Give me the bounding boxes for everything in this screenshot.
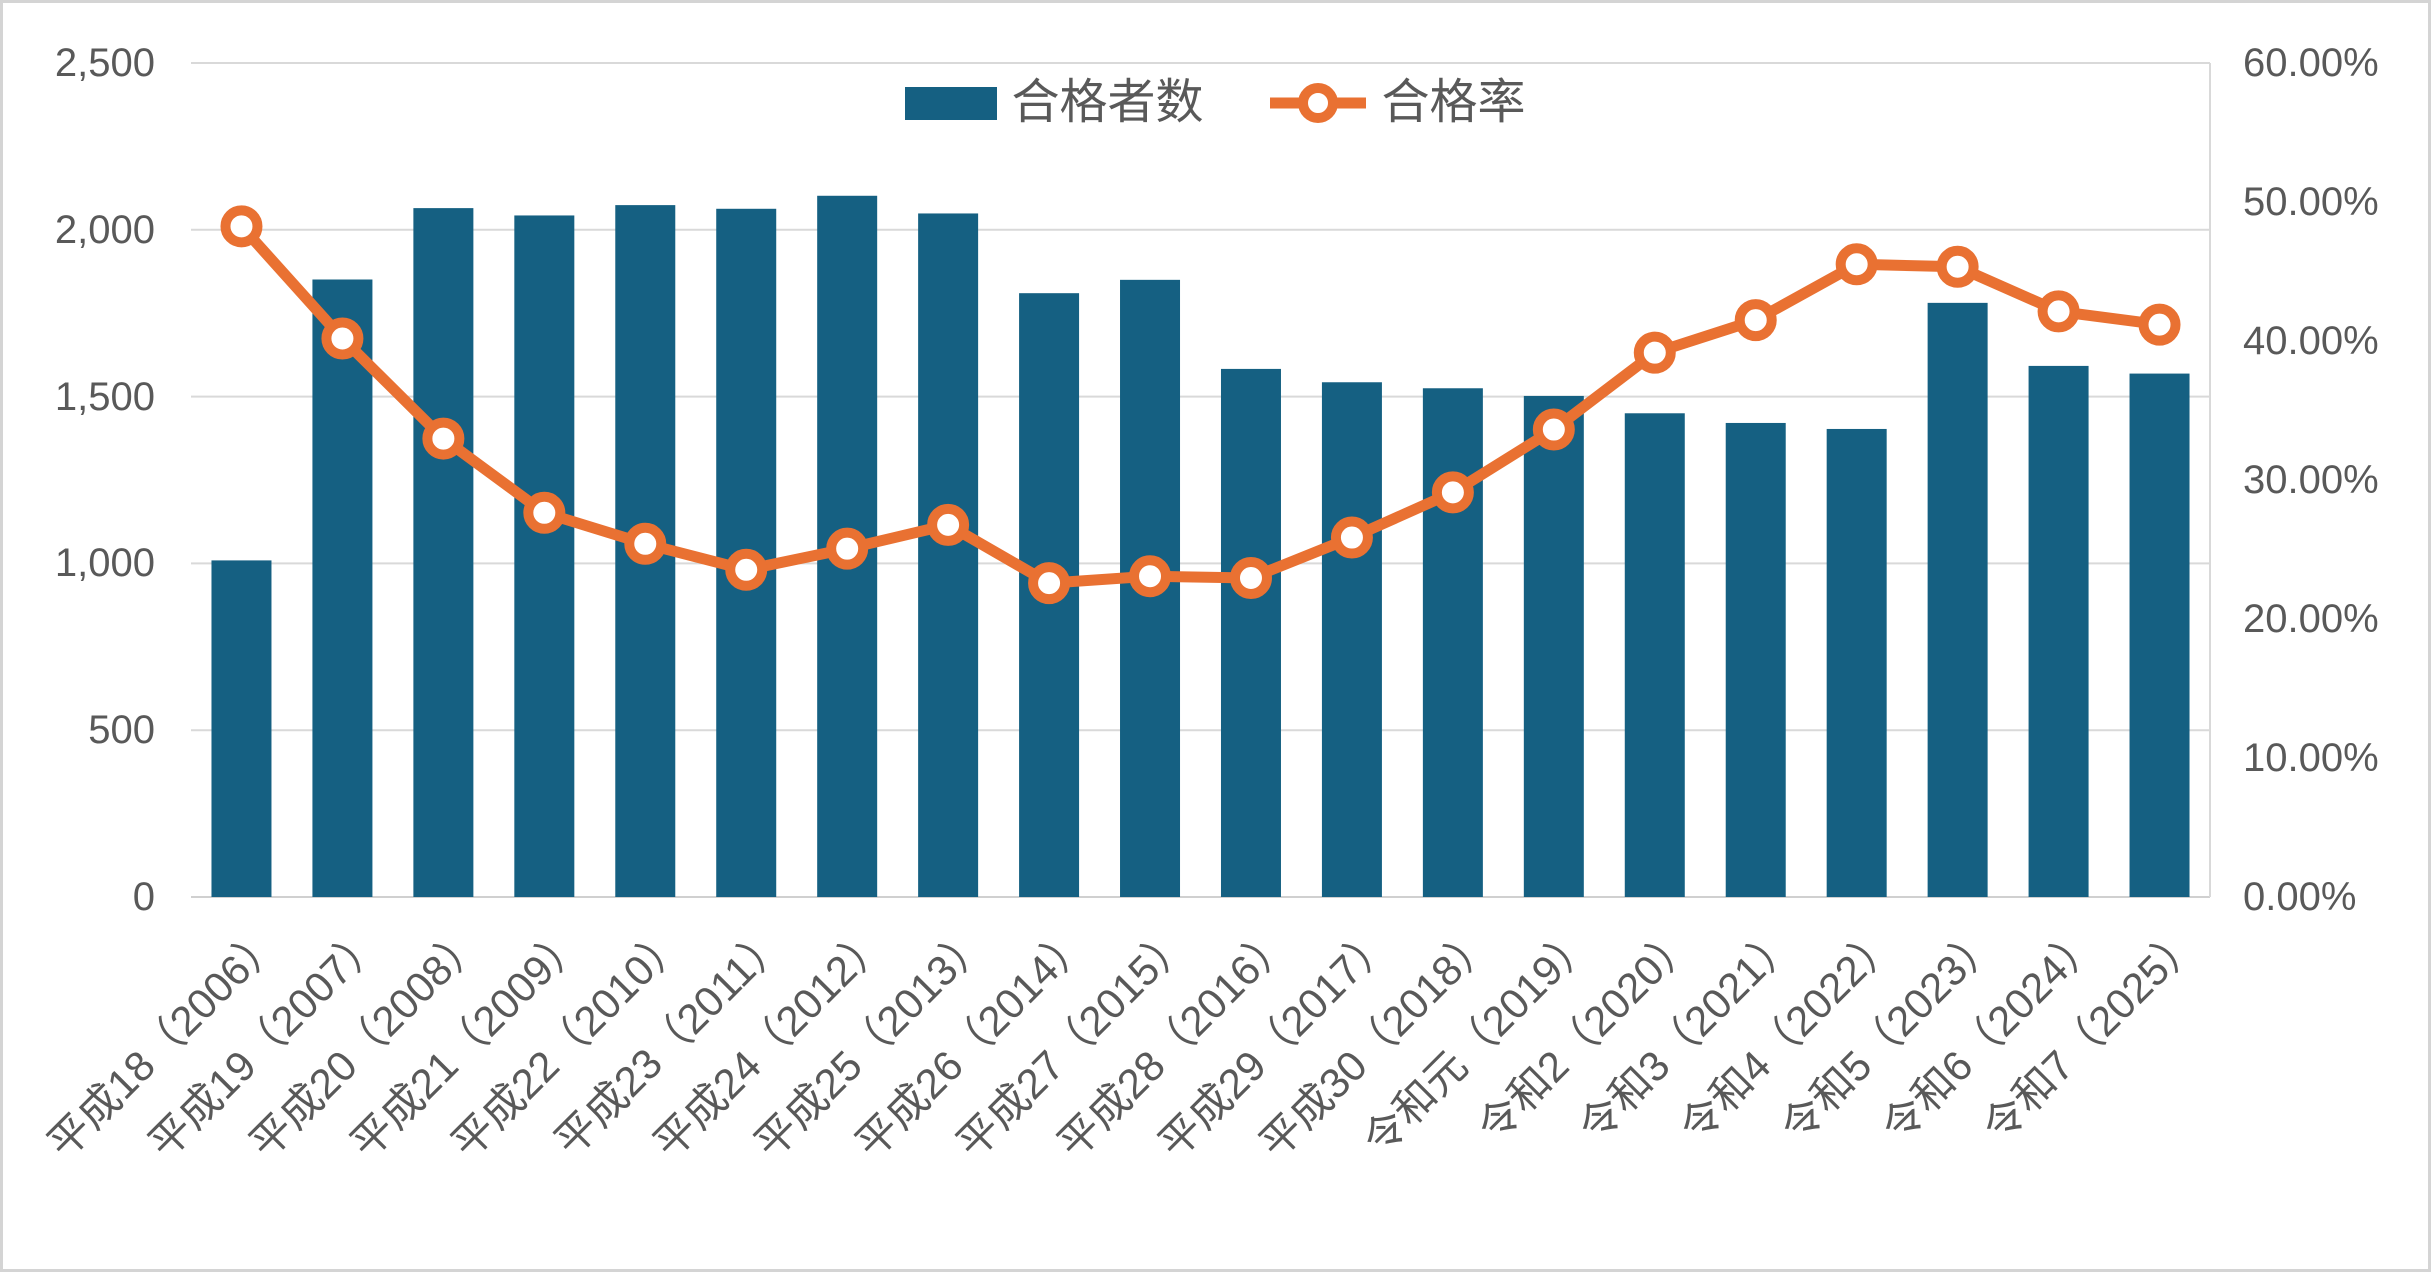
legend-line-label: 合格率 [1381, 76, 1526, 129]
legend-bar-swatch-icon [905, 86, 998, 120]
bar-2024 [2028, 365, 2089, 897]
left-axis-tick: 1,000 [54, 541, 155, 586]
plot-area [191, 62, 2211, 898]
legend-item-passers: 合格者数 [905, 75, 1204, 131]
line-marker-2014 [1028, 562, 1071, 605]
bar-2009 [514, 215, 575, 897]
line-marker-2007 [321, 317, 364, 360]
bar-2018 [1422, 388, 1483, 897]
line-marker-2015 [1129, 555, 1172, 598]
left-axis-tick: 0 [132, 875, 155, 919]
bar-2016 [1220, 368, 1281, 897]
legend-line-marker-icon [1269, 83, 1366, 123]
right-axis-tick: 50.00% [2243, 180, 2379, 224]
bar-2017 [1321, 382, 1382, 897]
line-marker-2013 [927, 503, 970, 546]
left-axis-tick: 1,500 [54, 374, 155, 419]
right-axis-tick: 0.00% [2243, 875, 2357, 919]
line-marker-2019 [1532, 408, 1575, 451]
bar-2007 [312, 279, 373, 897]
right-axis-tick: 40.00% [2243, 319, 2379, 363]
line-marker-2023 [1936, 245, 1979, 288]
line-marker-2008 [422, 417, 465, 460]
bar-2021 [1725, 422, 1786, 897]
bar-2025 [2129, 373, 2190, 897]
bar-2022 [1826, 428, 1887, 897]
bar-2013 [918, 213, 979, 897]
bar-2023 [1927, 302, 1988, 897]
line-marker-2018 [1431, 471, 1474, 514]
right-axis-tick: 10.00% [2243, 736, 2379, 780]
line-marker-2021 [1734, 299, 1777, 342]
line-marker-2017 [1330, 516, 1373, 559]
line-marker-2012 [826, 527, 869, 570]
bar-2006 [211, 560, 272, 897]
line-marker-2010 [624, 522, 667, 565]
left-axis-tick: 2,000 [54, 207, 155, 252]
legend-bar-label: 合格者数 [1011, 76, 1204, 129]
line-marker-2025 [2138, 303, 2181, 346]
right-axis-tick: 30.00% [2243, 458, 2379, 502]
line-marker-2016 [1229, 556, 1272, 599]
line-marker-2009 [523, 491, 566, 534]
left-axis-tick: 2,500 [54, 41, 155, 85]
line-marker-2011 [725, 548, 768, 591]
bar-2008 [413, 208, 474, 898]
bar-2020 [1624, 413, 1685, 897]
line-marker-2006 [220, 205, 263, 248]
right-axis-tick: 60.00% [2243, 41, 2379, 85]
right-axis-tick: 20.00% [2243, 597, 2379, 641]
line-marker-2022 [1835, 243, 1878, 286]
bar-2019 [1523, 395, 1584, 897]
line-marker-2020 [1633, 331, 1676, 374]
legend: 合格者数 合格率 [3, 75, 2428, 131]
left-axis-tick: 500 [88, 708, 155, 753]
line-marker-2024 [2037, 290, 2080, 333]
legend-item-pass-rate: 合格率 [1268, 75, 1526, 131]
